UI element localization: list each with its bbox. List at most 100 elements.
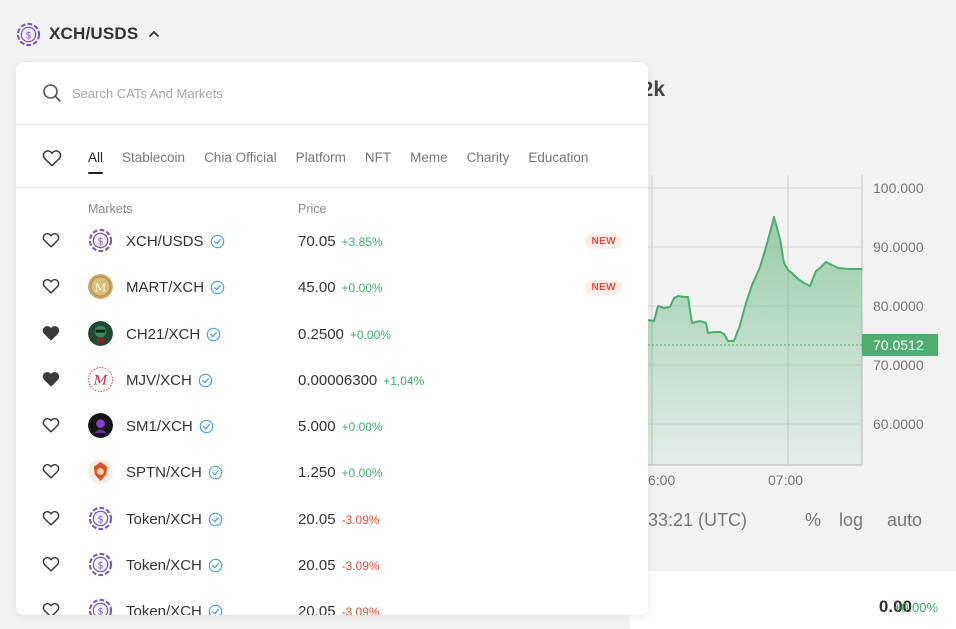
new-badge: NEW: [585, 234, 622, 249]
price-change: +1.04%: [383, 373, 425, 388]
market-row[interactable]: $ Token/XCH 20.05 -3.09%: [16, 496, 648, 542]
heart-icon[interactable]: [42, 510, 60, 528]
pair-label: XCH/USDS: [126, 233, 204, 250]
market-row[interactable]: M MART/XCH 45.00 +0.00% NEW: [16, 264, 648, 310]
price-value: 20.05: [298, 557, 336, 575]
usds-icon: $: [88, 552, 113, 577]
bottom-change: +0.00%: [893, 600, 938, 615]
y-tick: 100.000: [873, 180, 924, 196]
current-price-label-bg: [862, 334, 938, 356]
svg-text:$: $: [97, 514, 103, 525]
pair-label: MJV/XCH: [126, 371, 192, 389]
market-price: 20.05 -3.09%: [298, 603, 380, 615]
svg-text:M: M: [93, 373, 109, 388]
price-value: 20.05: [298, 603, 336, 615]
search-icon: [43, 84, 61, 102]
x-tick: 07:00: [768, 472, 804, 488]
category-tabs: All Stablecoin Chia Official Platform NF…: [16, 125, 648, 188]
price-change: -3.09%: [341, 559, 380, 574]
market-price: 45.00 +0.00%: [298, 279, 383, 296]
search-row: [16, 62, 648, 125]
market-price: 0.00006300 +1.04%: [298, 372, 424, 389]
svg-text:$: $: [97, 607, 103, 615]
price-change: +0.00%: [341, 420, 383, 435]
market-row[interactable]: $ XCH/USDS 70.05 +3.85% NEW: [16, 218, 648, 264]
heart-icon[interactable]: [42, 556, 60, 574]
verified-icon: [198, 373, 213, 388]
verified-icon: [208, 558, 223, 573]
market-price: 70.05 +3.85%: [298, 233, 383, 250]
tab-chia-official[interactable]: Chia Official: [204, 150, 277, 165]
pair-label: SPTN/XCH: [126, 464, 202, 482]
heart-filled-icon[interactable]: [42, 325, 60, 343]
market-selector[interactable]: $ XCH/USDS: [16, 20, 162, 48]
price-change: +0.00%: [341, 281, 383, 296]
verified-icon: [208, 604, 223, 615]
usds-icon: $: [88, 228, 113, 253]
market-price: 20.05 -3.09%: [298, 511, 380, 528]
price-change: +0.00%: [349, 327, 391, 342]
price-change: -3.09%: [341, 605, 380, 615]
chart-time: 33:21 (UTC): [648, 510, 748, 530]
svg-text:$: $: [25, 30, 31, 41]
verified-icon: [206, 327, 221, 342]
tab-platform[interactable]: Platform: [295, 150, 346, 165]
verified-icon: [208, 512, 223, 527]
mjv-icon: M: [88, 366, 113, 392]
market-pair: XCH/USDS: [126, 233, 225, 250]
current-price-label: 70.0512: [873, 337, 924, 353]
percent-toggle[interactable]: %: [805, 510, 822, 530]
heart-icon[interactable]: [42, 463, 60, 481]
market-list: $ XCH/USDS 70.05 +3.85% NEW M MART/XCH 45.00 +0.…: [16, 218, 648, 615]
verified-icon: [210, 280, 225, 295]
market-title: XCH/USDS: [49, 24, 139, 43]
market-row[interactable]: SPTN/XCH 1.250 +0.00%: [16, 449, 648, 495]
price-value: 20.05: [298, 510, 336, 528]
price-line: [647, 216, 862, 342]
chevron-up-icon[interactable]: [146, 26, 162, 42]
market-pair: MJV/XCH: [126, 372, 213, 389]
ch21-icon: [88, 320, 113, 346]
tab-education[interactable]: Education: [528, 150, 589, 165]
auto-toggle[interactable]: auto: [887, 510, 923, 530]
pair-label: SM1/XCH: [126, 418, 193, 436]
heart-icon[interactable]: [42, 417, 60, 435]
market-row[interactable]: M MJV/XCH 0.00006300 +1.04%: [16, 357, 648, 403]
market-row[interactable]: CH21/XCH 0.2500 +0.00%: [16, 311, 648, 357]
tab-charity[interactable]: Charity: [466, 150, 510, 165]
price-chart: 100.000 90.0000 80.0000 70.0000 60.0000 …: [647, 175, 956, 475]
heart-icon[interactable]: [42, 232, 60, 250]
market-price: 5.000 +0.00%: [298, 418, 383, 435]
market-pair: Token/XCH: [126, 557, 223, 574]
price-value: 1.250: [298, 464, 336, 482]
heart-icon[interactable]: [42, 278, 60, 296]
y-tick: 70.0000: [873, 357, 924, 373]
bottom-panel: 0.00 +0.00%: [630, 571, 956, 629]
tab-meme[interactable]: Meme: [410, 150, 448, 165]
market-price: 20.05 -3.09%: [298, 557, 380, 574]
svg-text:$: $: [97, 236, 103, 247]
market-row[interactable]: $ Token/XCH 20.05 -3.09%: [16, 542, 648, 588]
favorites-filter-heart-icon[interactable]: [42, 149, 62, 172]
market-row[interactable]: SM1/XCH 5.000 +0.00%: [16, 403, 648, 449]
sm1-icon: [88, 413, 113, 439]
pair-label: CH21/XCH: [126, 325, 201, 343]
usds-logo-icon: $: [16, 22, 41, 46]
search-input[interactable]: [72, 85, 572, 101]
heart-icon[interactable]: [42, 602, 60, 615]
heart-filled-icon[interactable]: [42, 371, 60, 389]
market-pair: Token/XCH: [126, 603, 223, 615]
market-row[interactable]: $ Token/XCH 20.05 -3.09%: [16, 588, 648, 615]
x-tick: 6:00: [648, 472, 676, 488]
market-pair: SPTN/XCH: [126, 464, 223, 481]
tab-all[interactable]: All: [88, 150, 104, 174]
market-pair: CH21/XCH: [126, 326, 221, 343]
log-toggle[interactable]: log: [839, 510, 864, 530]
y-tick: 80.0000: [873, 298, 924, 314]
sptn-icon: [88, 459, 113, 485]
tab-nft[interactable]: NFT: [364, 150, 392, 165]
market-pair: MART/XCH: [126, 279, 225, 296]
pair-label: Token/XCH: [126, 510, 202, 528]
mart-icon: M: [88, 274, 113, 300]
tab-stablecoin[interactable]: Stablecoin: [122, 150, 186, 165]
